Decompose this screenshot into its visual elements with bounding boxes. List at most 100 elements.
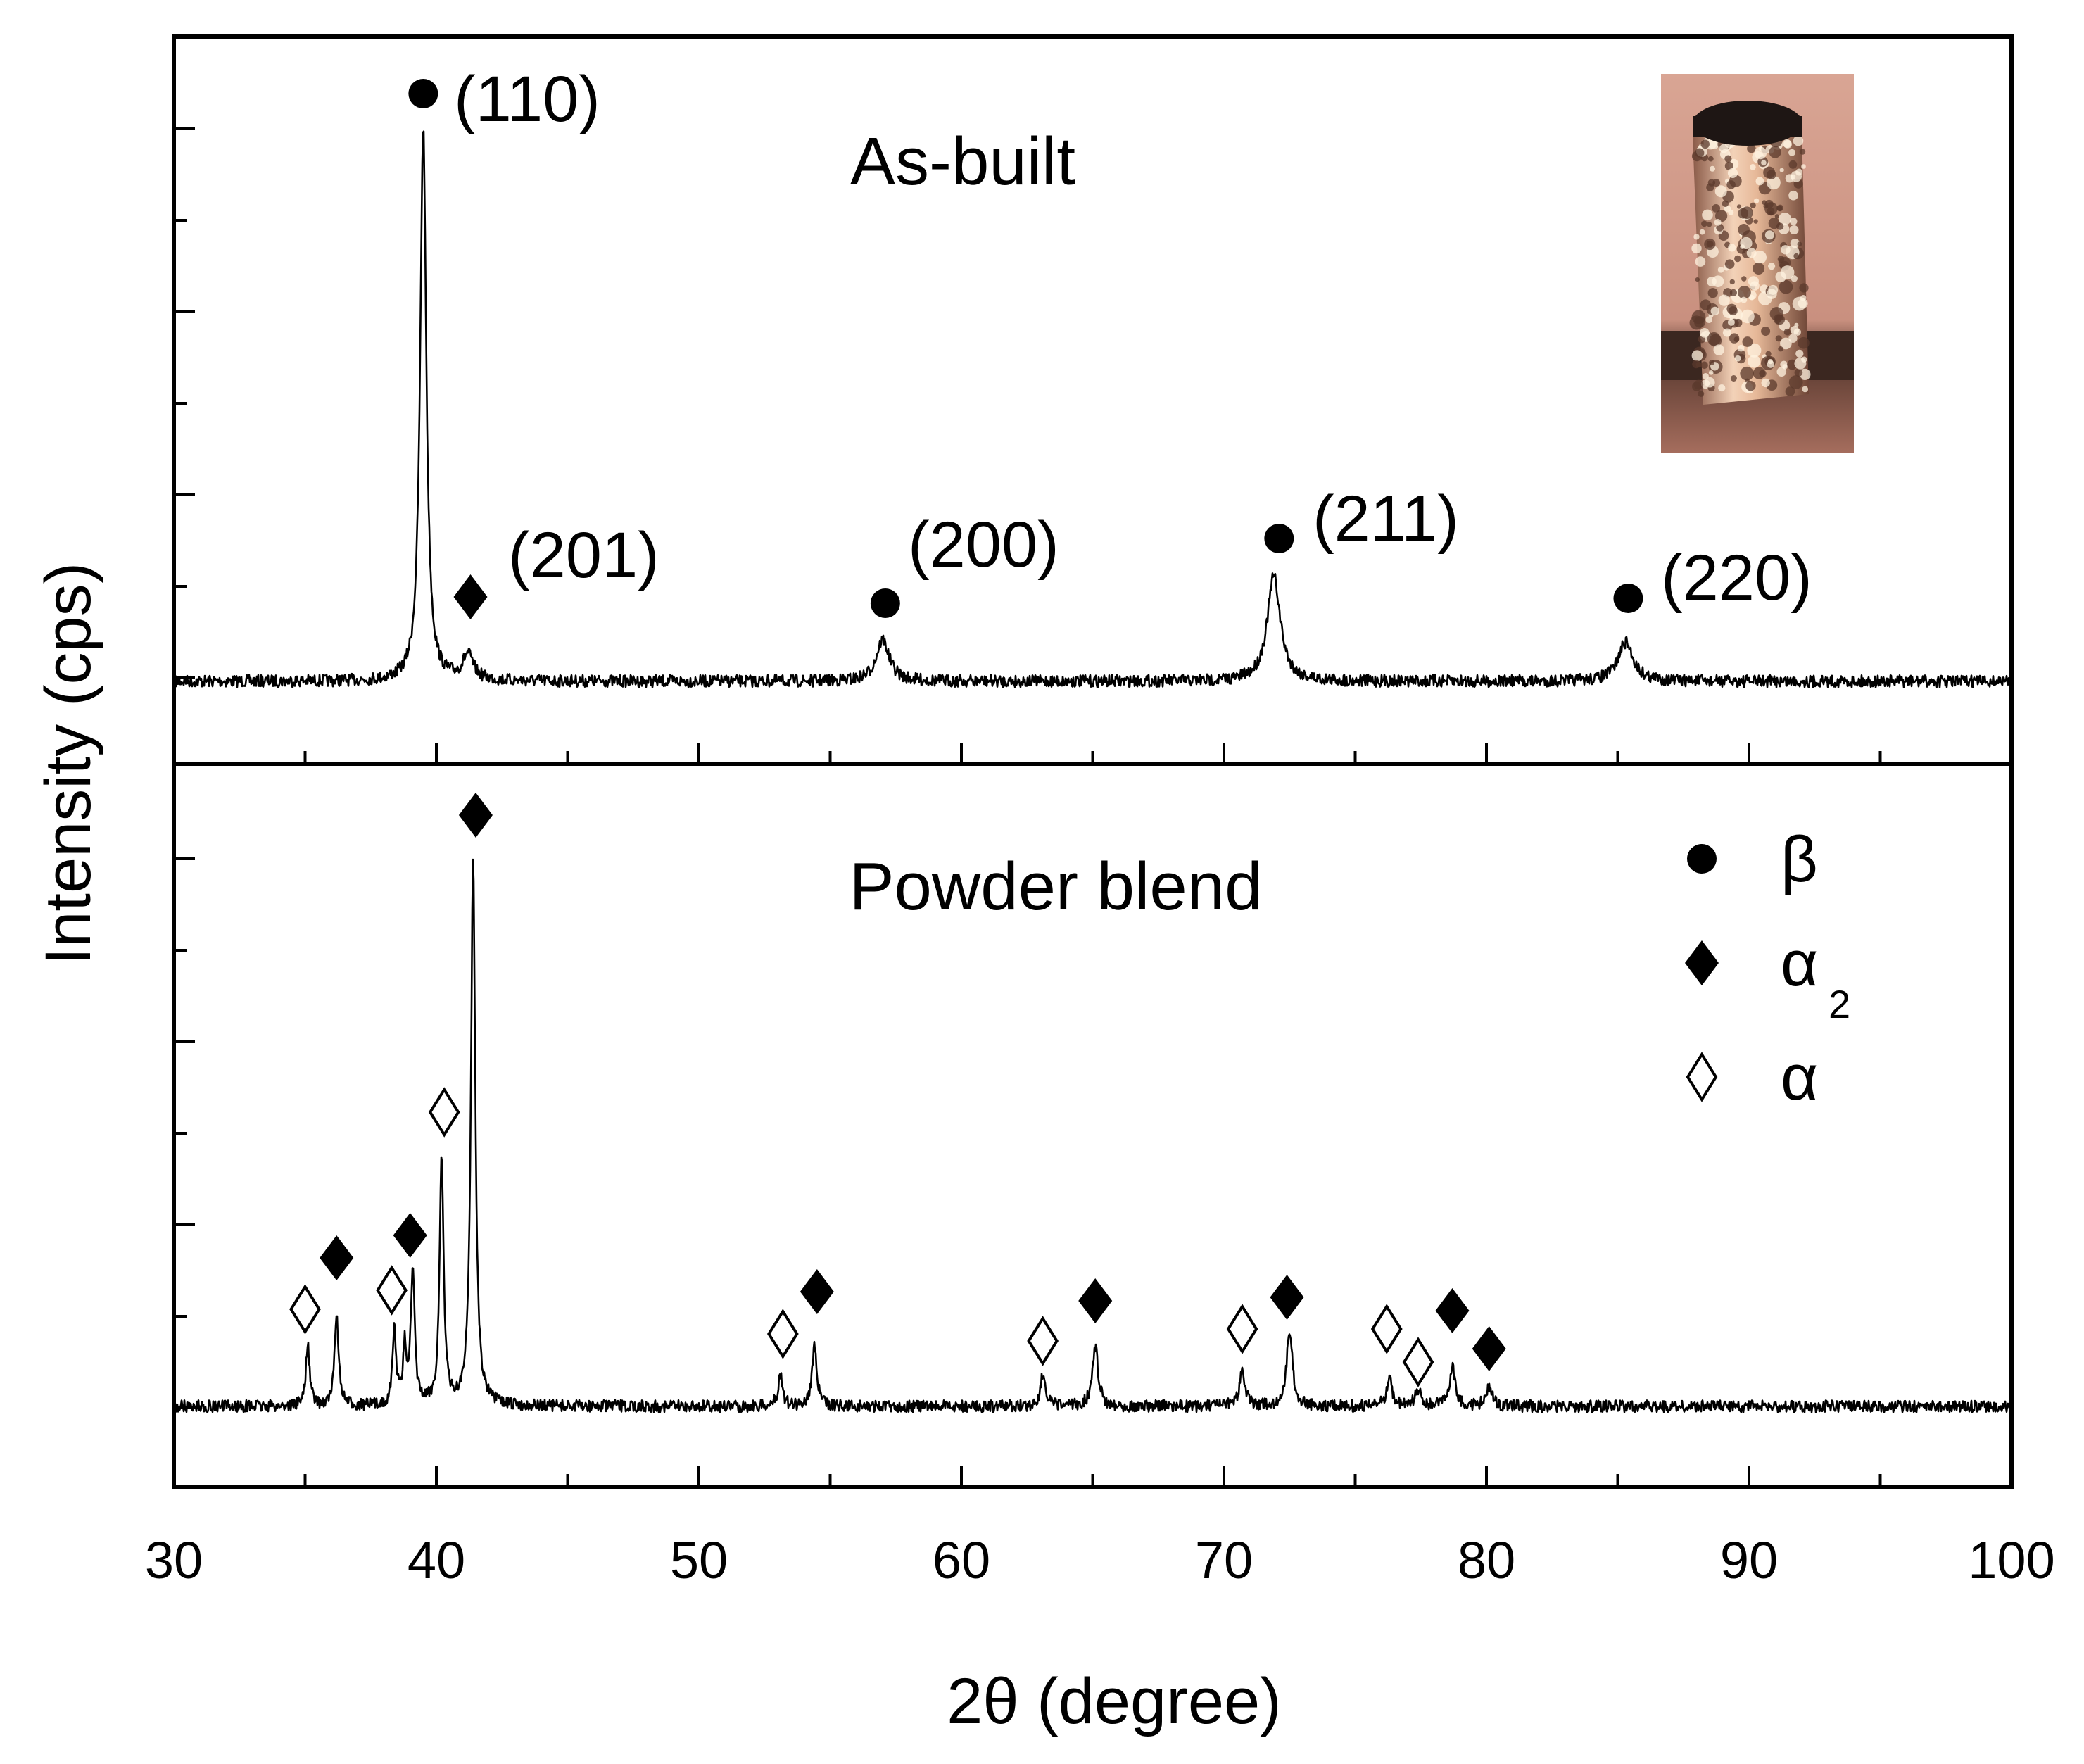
hkl-label: (201) — [508, 519, 659, 591]
inset-speckle — [1729, 279, 1735, 285]
inset-speckle — [1798, 336, 1810, 349]
inset-speckle — [1788, 375, 1803, 389]
inset-speckle — [1783, 328, 1791, 336]
inset-speckle — [1776, 204, 1783, 212]
inset-speckle — [1747, 144, 1756, 153]
marker-as-built-(110) — [408, 79, 438, 108]
inset-speckle — [1717, 267, 1724, 273]
inset-speckle — [1718, 294, 1730, 306]
inset-speckle — [1734, 255, 1741, 263]
marker-as-built-(201) — [453, 574, 488, 619]
inset-speckle — [1755, 177, 1764, 186]
hkl-label: (220) — [1661, 542, 1812, 614]
marker-powder-blend-open-diamond — [428, 1087, 460, 1138]
inset-speckle — [1741, 276, 1747, 282]
inset-speckle — [1695, 277, 1700, 282]
inset-speckle — [1748, 355, 1761, 368]
inset-speckle — [1738, 286, 1751, 299]
inset-speckle — [1692, 360, 1701, 369]
inset-speckle — [1704, 238, 1716, 251]
y-axis-title: Intensity (cps) — [32, 562, 104, 966]
inset-speckle — [1727, 168, 1738, 178]
inset-speckle — [1769, 146, 1781, 158]
marker-powder-blend-filled-diamond — [320, 1235, 354, 1280]
inset-speckle — [1761, 378, 1770, 388]
inset-speckle — [1795, 349, 1804, 358]
inset-speckle — [1789, 225, 1799, 234]
inset-speckle — [1775, 335, 1782, 342]
inset-speckle — [1750, 164, 1756, 170]
inset-speckle — [1802, 386, 1809, 393]
trace-as-built — [174, 130, 2012, 688]
inset-speckle — [1780, 265, 1795, 279]
inset-speckle — [1750, 202, 1756, 208]
inset-speckle — [1788, 334, 1798, 343]
inset-speckle — [1738, 224, 1750, 236]
inset-speckle — [1747, 343, 1762, 358]
inset-speckle — [1798, 298, 1808, 309]
inset-speckle — [1780, 337, 1792, 350]
inset-speckle — [1754, 146, 1767, 160]
inset-speckle — [1790, 326, 1799, 335]
marker-powder-blend-filled-diamond — [393, 1213, 427, 1258]
inset-speckle — [1698, 391, 1705, 397]
inset-speckle — [1742, 336, 1753, 347]
inset-speckle — [1793, 253, 1800, 259]
inset-speckle — [1724, 155, 1732, 163]
inset-speckle — [1750, 281, 1760, 291]
marker-as-built-(220) — [1613, 584, 1643, 613]
inset-speckle — [1746, 248, 1757, 258]
inset-speckle — [1724, 259, 1735, 270]
inset-speckle — [1762, 200, 1767, 205]
inset-speckle — [1719, 144, 1729, 153]
inset-speckle — [1705, 377, 1715, 388]
inset-speckle — [1764, 230, 1774, 240]
inset-speckle — [1788, 190, 1798, 201]
x-tick-label-90: 90 — [1720, 1531, 1778, 1589]
inset-speckle — [1763, 166, 1776, 179]
x-tick-label-70: 70 — [1195, 1531, 1253, 1589]
inset-speckle — [1753, 251, 1767, 264]
inset-speckle — [1729, 333, 1740, 344]
marker-powder-blend-open-diamond — [1370, 1304, 1403, 1354]
marker-as-built-(200) — [870, 588, 900, 618]
inset-speckle — [1689, 315, 1704, 330]
inset-speckle — [1779, 168, 1784, 172]
inset-speckle — [1735, 355, 1741, 362]
inset-speckle — [1794, 357, 1807, 370]
marker-powder-blend-filled-diamond — [458, 793, 493, 838]
inset-speckle — [1699, 328, 1710, 338]
inset-speckle — [1753, 263, 1765, 275]
inset-speckle — [1793, 135, 1804, 146]
inset-speckle — [1740, 237, 1753, 249]
trace-powder-blend — [174, 858, 2012, 1413]
marker-powder-blend-open-diamond — [289, 1284, 321, 1335]
inset-speckle — [1718, 384, 1726, 392]
inset-speckle — [1713, 344, 1724, 355]
legend-label: β — [1781, 824, 1818, 895]
marker-powder-blend-filled-diamond — [1270, 1275, 1304, 1320]
hkl-label: (211) — [1313, 483, 1459, 555]
inset-speckle — [1722, 328, 1731, 337]
inset-speckle — [1759, 370, 1767, 377]
marker-powder-blend-open-diamond — [1226, 1304, 1258, 1354]
x-axis-title: 2θ (degree) — [947, 1665, 1282, 1737]
inset-speckle — [1700, 139, 1710, 149]
inset-speckle — [1769, 307, 1783, 321]
x-tick-labels: 30 40 50 60 70 80 90 100 — [145, 1531, 2055, 1589]
legend-label: α — [1781, 928, 1818, 1000]
inset-speckle — [1797, 241, 1802, 247]
inset-speckle — [1799, 283, 1809, 293]
inset-speckle — [1801, 164, 1806, 169]
inset-speckle — [1767, 207, 1775, 215]
marker-powder-blend-open-diamond — [1027, 1316, 1059, 1366]
inset-speckle — [1781, 245, 1791, 255]
inset-speckle — [1724, 161, 1733, 170]
inset-speckle — [1774, 214, 1779, 219]
inset-speckle — [1705, 316, 1712, 324]
legend-label-subscript: 2 — [1829, 982, 1850, 1026]
inset-speckle — [1789, 218, 1798, 225]
inset-speckle — [1733, 318, 1743, 327]
